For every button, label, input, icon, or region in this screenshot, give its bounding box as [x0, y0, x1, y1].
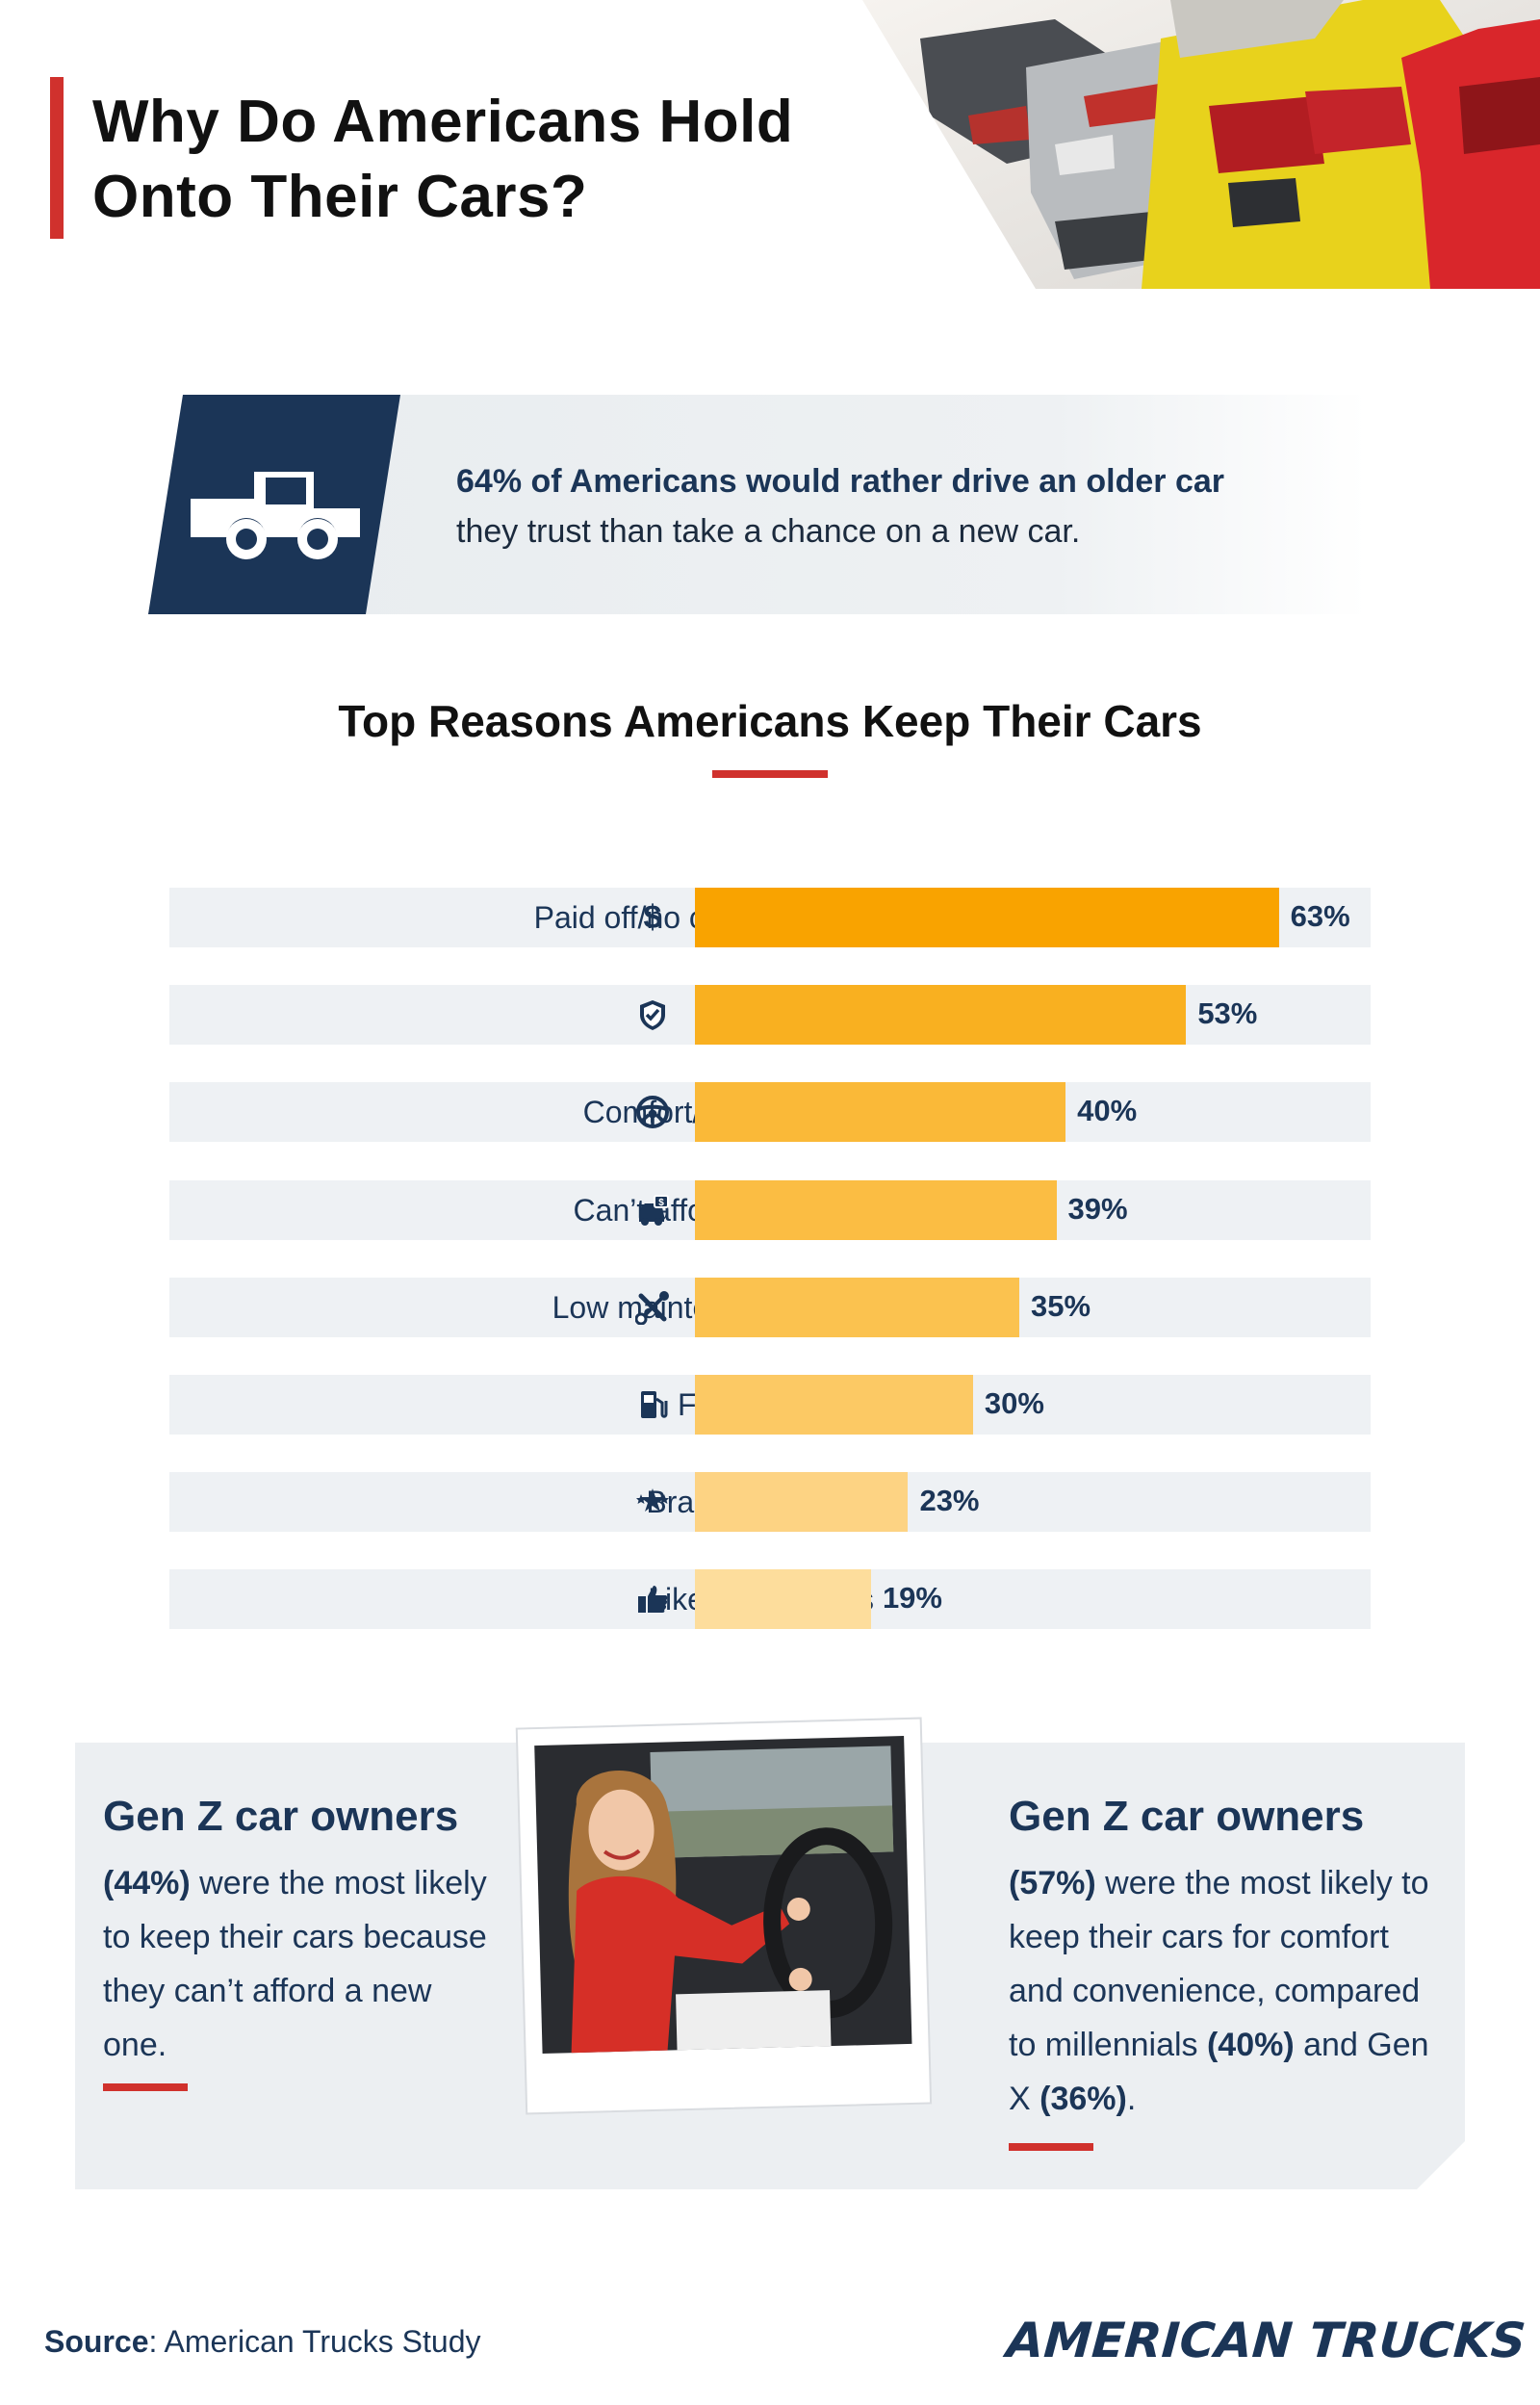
bar-reliability [695, 985, 1187, 1046]
bar-value-label: 40% [1077, 1094, 1138, 1128]
bar-row-reliability: Reliability53% [169, 985, 1371, 1046]
source-text: : American Trucks Study [148, 2324, 481, 2359]
steering-wheel-icon [636, 1096, 669, 1129]
driver-polaroid-photo [515, 1717, 933, 2115]
genz-left-dash [103, 2083, 188, 2091]
car-price-tag-icon: $ [639, 1194, 669, 1226]
bar-looks [695, 1569, 871, 1630]
bar-brand [695, 1472, 909, 1533]
brand-logo: AMERICAN TRUCKS [1004, 2313, 1528, 2368]
genz-right-title: Gen Z car owners [1009, 1793, 1365, 1840]
genz-right-body-a: were the most likely to keep their cars … [1009, 1865, 1429, 2063]
bar-row-brand: Brand reputation23% [169, 1472, 1371, 1533]
thumbs-up-icon [638, 1586, 668, 1614]
bar-value-label: 63% [1290, 899, 1350, 933]
genz-right-text: (57%) were the most likely to keep their… [1009, 1856, 1432, 2126]
page-title: Why Do Americans Hold Onto Their Cars? [92, 89, 794, 230]
bar-row-comfort: Comfort/convenience40% [169, 1082, 1371, 1143]
source-note: Source: American Trucks Study [44, 2324, 481, 2360]
bar-value-label: 53% [1197, 996, 1258, 1031]
dollar-icon: $ [644, 900, 662, 935]
svg-text:$: $ [644, 900, 662, 935]
parked-cars-photo [862, 0, 1540, 289]
source-label: Source [44, 2324, 149, 2359]
genz-right-pct-b: (40%) [1206, 2027, 1295, 2063]
stat-icon-panel [148, 395, 400, 614]
bar-maintenance [695, 1277, 1019, 1337]
bar-value-label: 30% [984, 1386, 1044, 1420]
bar-row-cant-afford: Can’t afford a new car$39% [169, 1179, 1371, 1240]
genz-left-text: (44%) were the most likely to keep their… [103, 1856, 488, 2072]
pickup-truck-icon [191, 472, 360, 559]
stat-banner [327, 395, 1367, 614]
fuel-pump-icon [641, 1391, 668, 1418]
bar-row-maintenance: Low maintenance costs35% [169, 1277, 1371, 1337]
bar-fuel [695, 1375, 973, 1435]
chart-title: Top Reasons Americans Keep Their Cars [338, 696, 1202, 746]
bar-cant-afford [695, 1179, 1057, 1240]
bar-value-label: 39% [1067, 1191, 1128, 1226]
svg-text:$: $ [658, 1198, 664, 1208]
stat-rest: they trust than take a chance on a new c… [456, 513, 1081, 550]
wrench-screwdriver-icon [635, 1290, 669, 1325]
stat-text: 64% of Americans would rather drive an o… [456, 456, 1265, 556]
genz-right-body-c: . [1126, 2081, 1137, 2117]
shield-check-icon [640, 1000, 665, 1031]
genz-left-pct: (44%) [103, 1865, 191, 1901]
chart-title-underline [712, 770, 828, 778]
bar-comfort [695, 1082, 1066, 1143]
bar-row-fuel: Fuel efficiency30% [169, 1375, 1371, 1435]
genz-right-dash [1009, 2143, 1093, 2151]
bar-row-looks: Like how it looks19% [169, 1569, 1371, 1630]
stat-bold-lead: 64% of Americans would rather drive an o… [456, 463, 1225, 500]
stars-icon [636, 1488, 669, 1513]
bar-paid-off [695, 888, 1279, 947]
genz-right-pct-c: (36%) [1040, 2081, 1127, 2117]
title-accent-bar [50, 77, 64, 239]
genz-left-body: were the most likely to keep their cars … [103, 1865, 487, 2063]
bar-value-label: 35% [1031, 1288, 1091, 1323]
genz-left-title: Gen Z car owners [103, 1793, 459, 1840]
genz-right-pct: (57%) [1009, 1865, 1096, 1901]
bar-row-paid-off: Paid off/no car payments$63% [169, 888, 1371, 947]
genz-right-body-b: and Gen X [1009, 2027, 1429, 2117]
bar-value-label: 23% [919, 1484, 980, 1518]
bar-value-label: 19% [882, 1581, 942, 1616]
